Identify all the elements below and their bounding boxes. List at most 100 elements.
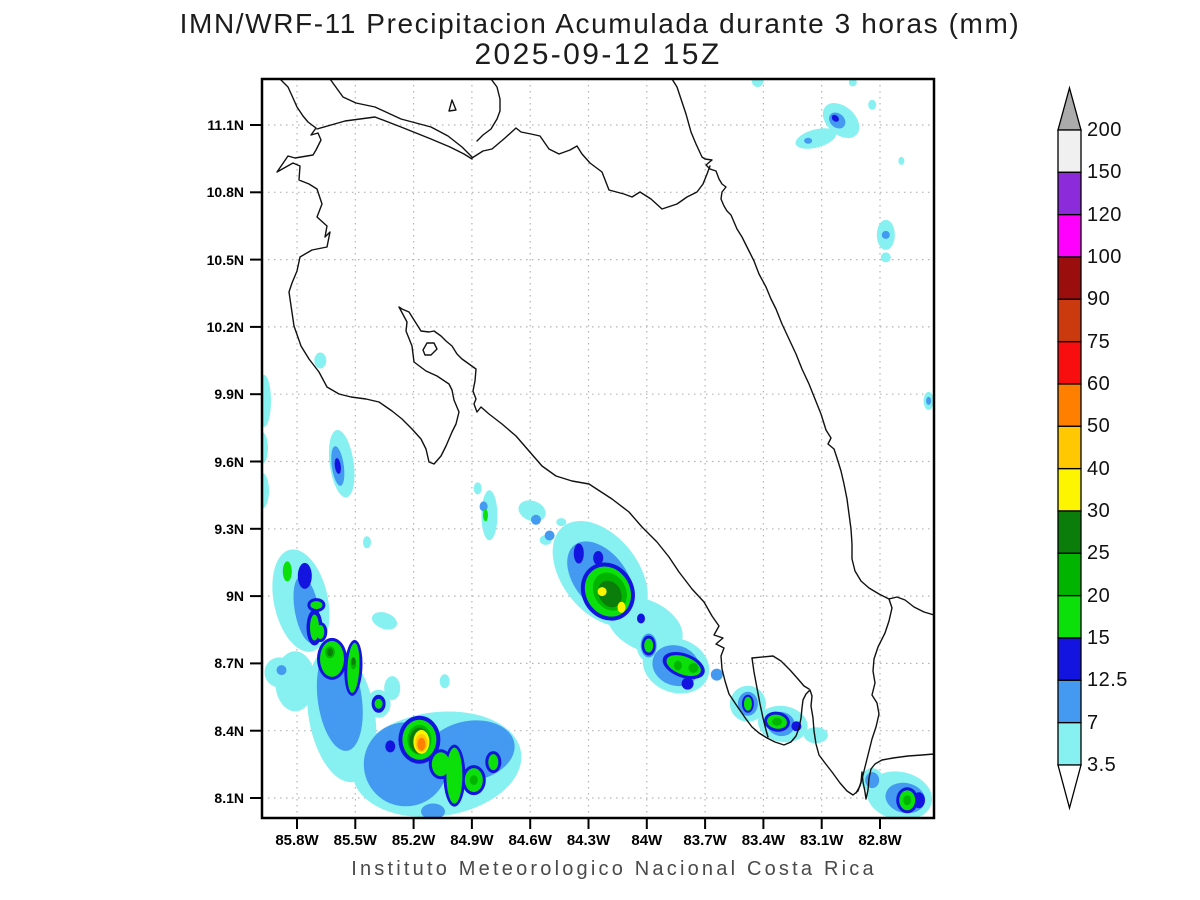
- colorbar-label: 200: [1087, 119, 1122, 141]
- coastline-path: [671, 79, 934, 616]
- colorbar-label: 60: [1087, 373, 1111, 395]
- precip-cell: [488, 754, 499, 771]
- x-axis-label: 82.8W: [858, 832, 902, 849]
- footer-caption: Instituto Meteorologico Nacional Costa R…: [351, 858, 877, 880]
- colorbar-band: [1057, 510, 1082, 554]
- colorbar-band: [1057, 637, 1082, 681]
- x-axis-label: 84.6W: [508, 832, 552, 849]
- precip-cell: [881, 230, 890, 239]
- colorbar: [1057, 85, 1082, 811]
- y-axis-label: 10.2N: [206, 318, 244, 335]
- precip-cell: [262, 472, 269, 509]
- precip-cell: [469, 775, 478, 786]
- colorbar-band: [1057, 171, 1082, 216]
- coastline-path: [751, 657, 769, 738]
- precip-cell: [644, 638, 654, 653]
- precip-cell: [320, 640, 344, 677]
- y-axis-label: 9.9N: [214, 386, 244, 403]
- precip-cell: [898, 156, 905, 165]
- y-axis-label: 8.7N: [214, 655, 244, 672]
- coastline-path: [276, 79, 934, 800]
- precip-cell: [597, 587, 607, 597]
- precip-cell: [880, 252, 891, 263]
- colorbar-label: 15: [1087, 627, 1111, 649]
- precip-cell: [772, 717, 782, 726]
- precip-cell: [865, 772, 880, 789]
- colorbar-label: 12.5: [1087, 669, 1128, 692]
- precip-cell: [831, 114, 839, 122]
- colorbar-band: [1057, 425, 1082, 470]
- precip-cell: [385, 740, 396, 753]
- coastline-path: [476, 79, 501, 142]
- page-title: IMN/WRF-11 Precipitacion Acumulada duran…: [179, 8, 1021, 39]
- precip-cell: [384, 676, 401, 701]
- colorbar-under-arrow: [1057, 764, 1082, 811]
- colorbar-band: [1057, 468, 1082, 512]
- x-axis-label: 85.5W: [333, 832, 377, 849]
- y-axis-label: 11.1N: [207, 117, 244, 133]
- precip-cell: [439, 674, 450, 689]
- precip-cell: [673, 660, 682, 671]
- precip-cell: [681, 677, 694, 690]
- y-axis-label: 9.3N: [214, 520, 244, 537]
- colorbar-band: [1057, 722, 1082, 766]
- precip-cell: [363, 536, 371, 549]
- precip-cell: [262, 374, 271, 427]
- x-axis-label: 85.8W: [275, 832, 319, 849]
- colorbar-band: [1057, 383, 1082, 427]
- colorbar-label: 7: [1087, 711, 1099, 734]
- colorbar-band: [1057, 341, 1082, 385]
- precip-cell: [903, 795, 912, 806]
- precip-cell: [593, 551, 604, 565]
- precip-cell: [743, 696, 752, 711]
- coastline-path: [448, 99, 457, 112]
- precip-cell: [282, 561, 292, 582]
- colorbar-label: 20: [1087, 584, 1111, 607]
- precip-cell: [327, 648, 333, 657]
- precip-cell: [351, 657, 356, 666]
- x-axis-label: 83.7W: [683, 832, 727, 849]
- precip-cell: [421, 803, 445, 818]
- y-axis-label: 8.1N: [214, 790, 244, 806]
- y-axis-label: 10.5N: [206, 251, 244, 268]
- precip-cell: [316, 625, 325, 639]
- colorbar-band: [1057, 298, 1082, 343]
- colorbar-label: 3.5: [1087, 754, 1117, 776]
- precip-cell: [803, 727, 828, 744]
- precip-cell: [795, 128, 837, 149]
- colorbar-band: [1057, 679, 1082, 724]
- colorbar-band: [1057, 256, 1082, 300]
- colorbar-label: 100: [1087, 246, 1122, 268]
- precip-cell: [473, 482, 482, 495]
- colorbar-band: [1057, 214, 1082, 258]
- precip-cell: [848, 79, 857, 87]
- precip-cell: [637, 613, 645, 624]
- precip-cell: [479, 501, 488, 512]
- colorbar-label: 120: [1087, 203, 1122, 226]
- precipitation-cells: [262, 79, 934, 818]
- coastline-path: [855, 598, 893, 794]
- coastlines: [276, 79, 934, 800]
- x-axis-label: 85.2W: [391, 832, 436, 849]
- precip-cell: [483, 509, 488, 522]
- precip-cell: [556, 518, 567, 527]
- precip-cell: [598, 580, 622, 608]
- y-axis-label: 8.4N: [214, 722, 244, 739]
- x-axis-label: 83.4W: [741, 832, 786, 849]
- precip-cell: [868, 99, 877, 110]
- precip-cell: [926, 396, 932, 405]
- precip-cell: [334, 458, 341, 474]
- precip-cell: [371, 612, 398, 630]
- map-inner: [262, 79, 934, 818]
- precip-cell: [276, 665, 287, 676]
- colorbar-label: 150: [1087, 161, 1122, 184]
- precip-cell: [310, 601, 323, 610]
- page-subtitle-datetime: 2025-09-12 15Z: [474, 38, 722, 71]
- x-axis-label: 84W: [631, 832, 663, 849]
- x-axis-label: 84.3W: [566, 832, 611, 849]
- x-axis-label: 83.1W: [800, 832, 844, 849]
- coastline-path: [422, 342, 438, 356]
- colorbar-label: 40: [1087, 457, 1111, 480]
